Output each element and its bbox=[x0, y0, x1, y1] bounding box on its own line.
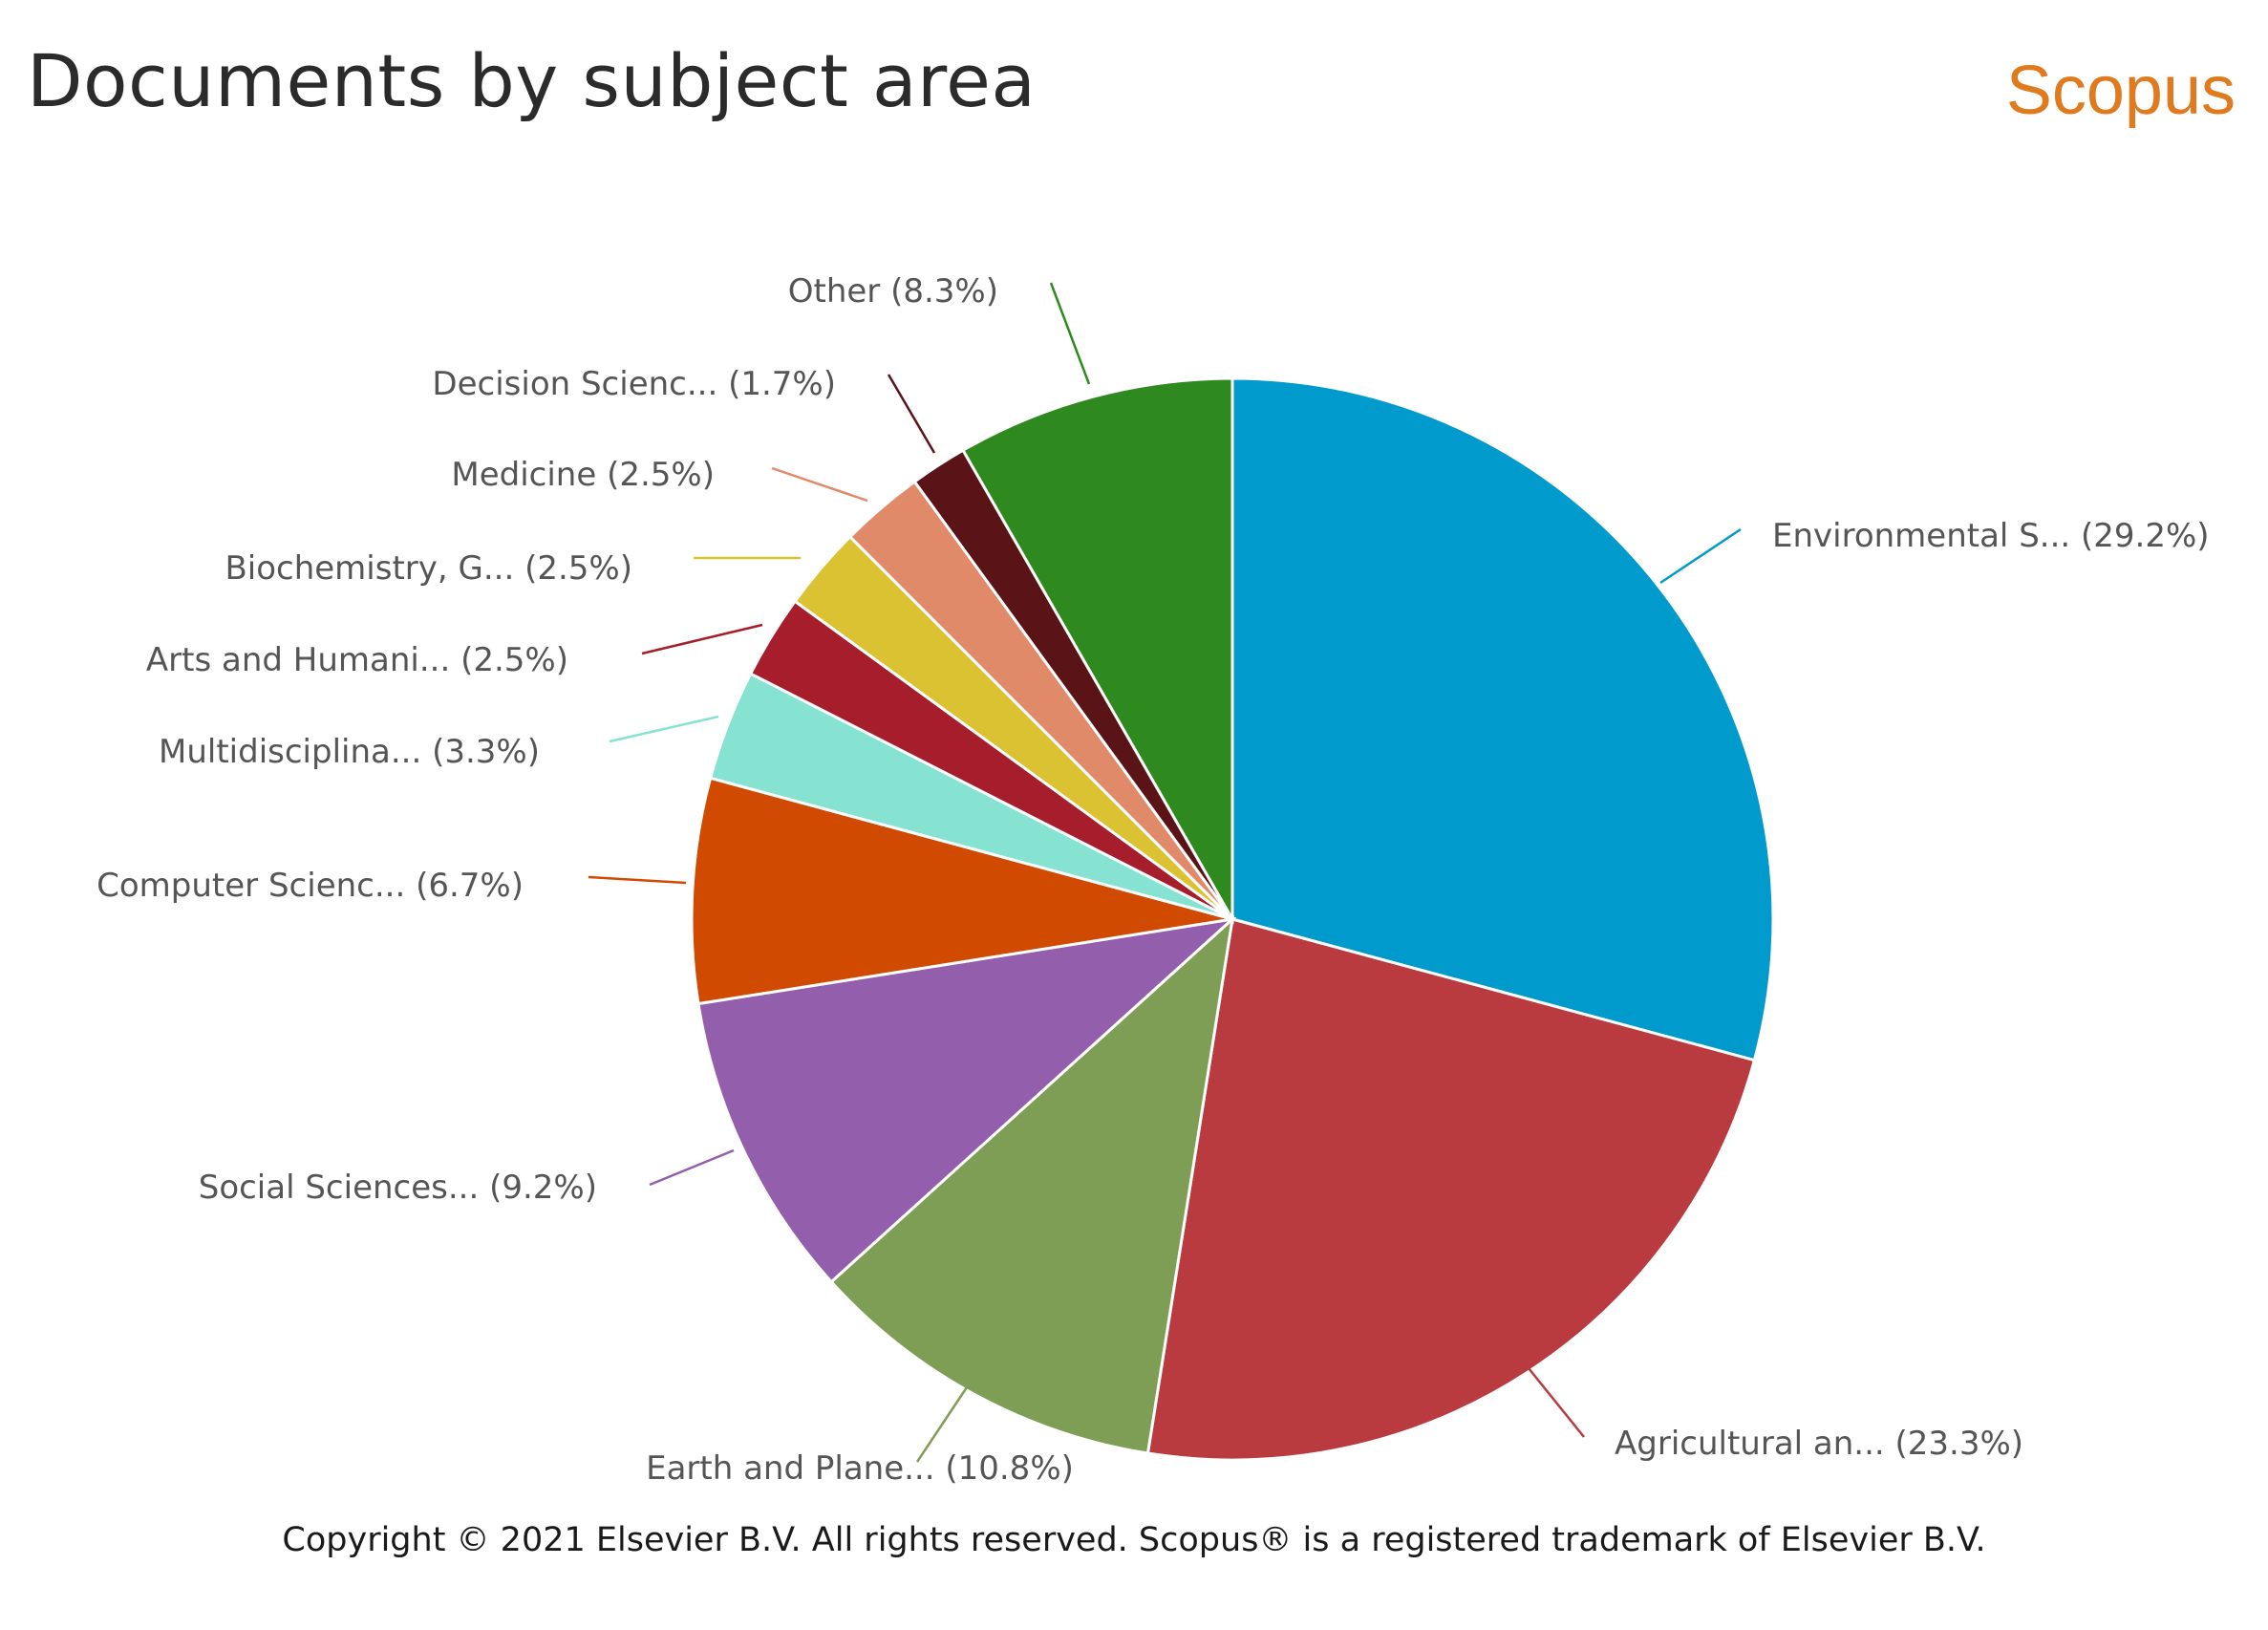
slice-label: Other (8.3%) bbox=[788, 272, 998, 311]
scopus-logo: Scopus bbox=[2005, 53, 2236, 129]
pie-slice[interactable] bbox=[1145, 917, 1757, 1462]
slice-label: Arts and Humani... (2.5%) bbox=[146, 641, 568, 679]
slice-label: Computer Scienc... (6.7%) bbox=[96, 867, 524, 905]
slice-label: Multidisciplina... (3.3%) bbox=[159, 733, 540, 771]
pie-slice[interactable] bbox=[829, 915, 1235, 1455]
slice-leader-line bbox=[588, 875, 687, 885]
copyright-notice: Copyright © 2021 Elsevier B.V. All right… bbox=[282, 1521, 1986, 1559]
slice-leader-line bbox=[609, 715, 719, 743]
slice-label: Medicine (2.5%) bbox=[451, 456, 715, 494]
slice-leader-line bbox=[887, 374, 936, 454]
slice-label: Agricultural an... (23.3%) bbox=[1615, 1425, 2023, 1463]
slice-label: Environmental S... (29.2%) bbox=[1772, 517, 2210, 555]
slice-leader-line bbox=[915, 1386, 969, 1463]
slice-label: Biochemistry, G... (2.5%) bbox=[225, 549, 632, 588]
slice-leader-line bbox=[771, 466, 868, 503]
pie-slice[interactable] bbox=[690, 776, 1233, 1006]
pie-slice[interactable] bbox=[960, 376, 1234, 925]
chart-title: Documents by subject area bbox=[27, 38, 1037, 123]
slice-label: Social Sciences... (9.2%) bbox=[199, 1169, 597, 1207]
slice-label: Earth and Plane... (10.8%) bbox=[646, 1449, 1074, 1488]
slice-leader-line bbox=[1528, 1367, 1585, 1438]
pie-slice[interactable] bbox=[1230, 376, 1775, 1062]
slice-leader-line bbox=[641, 623, 763, 655]
slice-leader-line bbox=[1659, 527, 1742, 585]
slice-label: Decision Scienc... (1.7%) bbox=[432, 365, 836, 403]
slice-leader-line bbox=[649, 1148, 735, 1187]
slice-leader-line bbox=[1049, 282, 1091, 385]
pie-slice[interactable] bbox=[696, 916, 1237, 1284]
